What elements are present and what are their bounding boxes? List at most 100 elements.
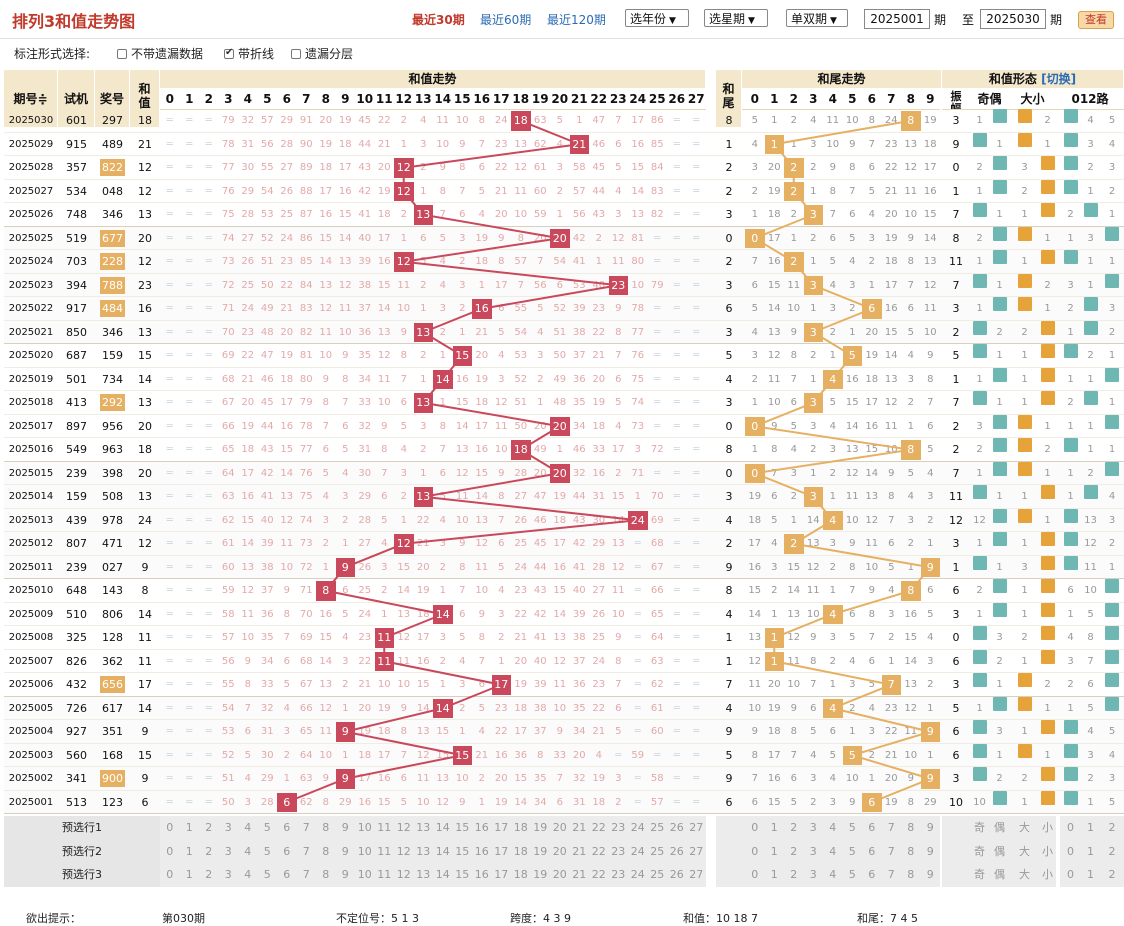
preselect-sum-number[interactable]: 4 (238, 839, 258, 863)
preselect-sum-number[interactable]: 23 (608, 863, 628, 887)
preselect-sum-number[interactable]: 15 (452, 839, 472, 863)
preselect-sum-number[interactable]: 20 (550, 839, 570, 863)
preselect-sum-number[interactable]: 12 (394, 816, 414, 840)
period-link-60[interactable]: 最近60期 (480, 13, 532, 27)
preselect-sum-number[interactable]: 1 (179, 816, 199, 840)
preselect-tail-number[interactable]: 9 (920, 863, 940, 887)
preselect-tail-number[interactable]: 9 (920, 816, 940, 840)
preselect-sum-number[interactable]: 25 (647, 863, 667, 887)
preselect-tail-number[interactable]: 2 (784, 839, 804, 863)
preselect-tail-number[interactable]: 5 (842, 863, 862, 887)
preselect-sum-number[interactable]: 13 (413, 816, 433, 840)
preselect-sum-number[interactable]: 0 (160, 863, 180, 887)
preselect-tail-number[interactable]: 1 (764, 839, 784, 863)
preselect-tail-number[interactable]: 5 (842, 839, 862, 863)
preselect-sum-number[interactable]: 8 (316, 863, 336, 887)
preselect-sum-number[interactable]: 25 (647, 839, 667, 863)
preselect-sum-number[interactable]: 24 (628, 816, 648, 840)
preselect-sum-number[interactable]: 4 (238, 863, 258, 887)
option-polyline[interactable]: 带折线 (224, 45, 274, 62)
preselect-sum-number[interactable]: 13 (413, 863, 433, 887)
preselect-sum-number[interactable]: 23 (608, 816, 628, 840)
checkbox-checked-icon[interactable] (224, 47, 234, 59)
preselect-sum-number[interactable]: 16 (472, 816, 492, 840)
preselect-sum-number[interactable]: 4 (238, 816, 258, 840)
preselect-sum-number[interactable]: 12 (394, 839, 414, 863)
preselect-tail-number[interactable]: 0 (745, 816, 765, 840)
preselect-sum-number[interactable]: 8 (316, 816, 336, 840)
preselect-tail-number[interactable]: 3 (803, 839, 823, 863)
period-link-120[interactable]: 最近120期 (547, 13, 606, 27)
preselect-sum-number[interactable]: 0 (160, 839, 180, 863)
preselect-form-item[interactable]: 小 (1039, 839, 1056, 863)
preselect-sum-number[interactable]: 19 (530, 816, 550, 840)
preselect-sum-number[interactable]: 15 (452, 816, 472, 840)
preselect-sum-number[interactable]: 7 (296, 816, 316, 840)
preselect-sum-number[interactable]: 25 (647, 816, 667, 840)
preselect-sum-number[interactable]: 6 (277, 839, 297, 863)
preselect-tail-number[interactable]: 1 (764, 816, 784, 840)
preselect-sum-number[interactable]: 22 (589, 863, 609, 887)
preselect-tail-number[interactable]: 8 (901, 816, 921, 840)
preselect-form-item[interactable]: 2 (1100, 816, 1124, 840)
preselect-sum-number[interactable]: 18 (511, 863, 531, 887)
preselect-sum-number[interactable]: 14 (433, 816, 453, 840)
preselect-sum-number[interactable]: 18 (511, 839, 531, 863)
preselect-sum-number[interactable]: 27 (686, 816, 706, 840)
preselect-sum-number[interactable]: 7 (296, 863, 316, 887)
preselect-sum-number[interactable]: 5 (257, 816, 277, 840)
preselect-form-item[interactable]: 偶 (989, 863, 1010, 887)
preselect-tail-number[interactable]: 0 (745, 863, 765, 887)
preselect-sum-number[interactable]: 17 (491, 863, 511, 887)
from-period-input[interactable]: 2025001 (864, 9, 930, 29)
preselect-sum-number[interactable]: 8 (316, 839, 336, 863)
preselect-tail-number[interactable]: 6 (862, 863, 882, 887)
preselect-sum-number[interactable]: 19 (530, 839, 550, 863)
preselect-tail-number[interactable]: 4 (823, 863, 843, 887)
preselect-sum-number[interactable]: 12 (394, 863, 414, 887)
preselect-form-item[interactable]: 偶 (989, 816, 1010, 840)
preselect-sum-number[interactable]: 14 (433, 839, 453, 863)
preselect-tail-number[interactable]: 4 (823, 839, 843, 863)
preselect-sum-number[interactable]: 3 (218, 863, 238, 887)
preselect-sum-number[interactable]: 17 (491, 816, 511, 840)
preselect-tail-number[interactable]: 1 (764, 863, 784, 887)
preselect-sum-number[interactable]: 26 (667, 839, 687, 863)
preselect-sum-number[interactable]: 21 (569, 816, 589, 840)
preselect-tail-number[interactable]: 4 (823, 816, 843, 840)
preselect-tail-number[interactable]: 6 (862, 839, 882, 863)
preselect-form-item[interactable]: 0 (1060, 839, 1081, 863)
preselect-tail-number[interactable]: 3 (803, 816, 823, 840)
preselect-sum-number[interactable]: 11 (374, 816, 394, 840)
preselect-sum-number[interactable]: 10 (355, 816, 375, 840)
preselect-sum-number[interactable]: 21 (569, 863, 589, 887)
preselect-form-item[interactable]: 奇 (970, 863, 989, 887)
option-miss-layers[interactable]: 遗漏分层 (291, 45, 353, 62)
preselect-form-item[interactable]: 0 (1060, 816, 1081, 840)
preselect-sum-number[interactable]: 27 (686, 839, 706, 863)
preselect-sum-number[interactable]: 19 (530, 863, 550, 887)
preselect-sum-number[interactable]: 22 (589, 839, 609, 863)
preselect-tail-number[interactable]: 7 (881, 816, 901, 840)
preselect-sum-number[interactable]: 2 (199, 863, 219, 887)
preselect-tail-number[interactable]: 3 (803, 863, 823, 887)
to-period-input[interactable]: 2025030 (980, 9, 1046, 29)
preselect-sum-number[interactable]: 5 (257, 863, 277, 887)
query-button[interactable]: 查看 (1078, 11, 1114, 29)
preselect-form-item[interactable]: 2 (1100, 863, 1124, 887)
preselect-sum-number[interactable]: 14 (433, 863, 453, 887)
preselect-sum-number[interactable]: 2 (199, 839, 219, 863)
preselect-sum-number[interactable]: 26 (667, 816, 687, 840)
preselect-sum-number[interactable]: 6 (277, 863, 297, 887)
preselect-sum-number[interactable]: 18 (511, 816, 531, 840)
preselect-sum-number[interactable]: 10 (355, 839, 375, 863)
preselect-form-item[interactable]: 奇 (970, 816, 989, 840)
preselect-sum-number[interactable]: 27 (686, 863, 706, 887)
preselect-sum-number[interactable]: 3 (218, 839, 238, 863)
preselect-tail-number[interactable]: 2 (784, 863, 804, 887)
parity-select[interactable]: 单双期 ▼ (786, 9, 848, 27)
preselect-sum-number[interactable]: 3 (218, 816, 238, 840)
preselect-tail-number[interactable]: 9 (920, 839, 940, 863)
preselect-sum-number[interactable]: 11 (374, 863, 394, 887)
preselect-tail-number[interactable]: 6 (862, 816, 882, 840)
